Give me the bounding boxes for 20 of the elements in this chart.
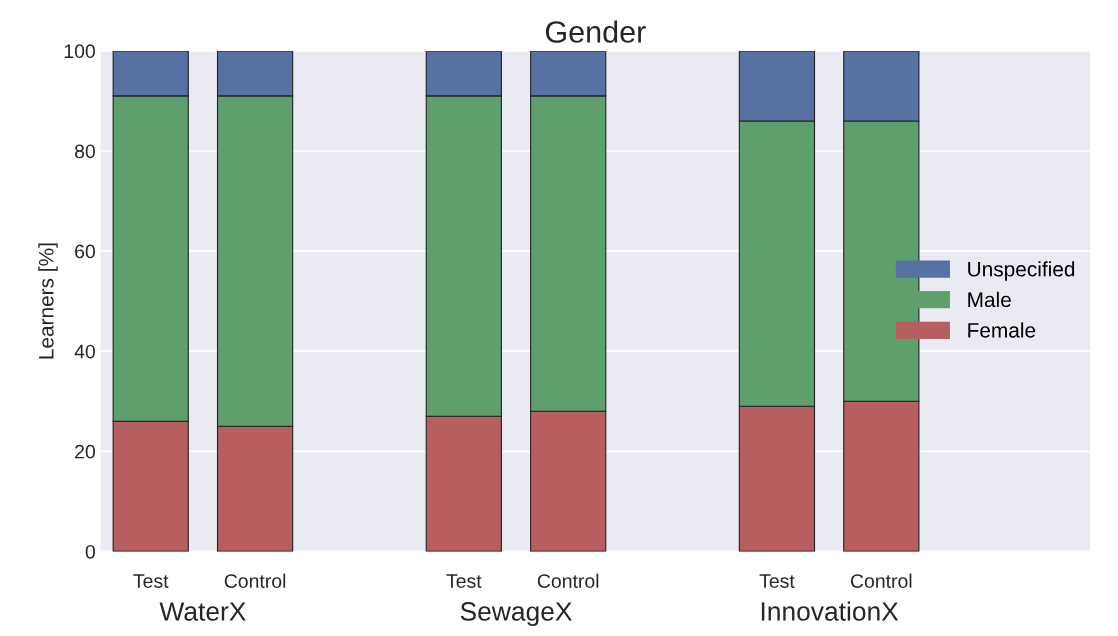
chart-title: Gender xyxy=(545,20,646,43)
y-tick-label: 80 xyxy=(74,144,95,159)
x-tick-label: Control xyxy=(850,573,912,588)
x-tick-label: Test xyxy=(446,574,482,588)
x-tick-label: Control xyxy=(537,573,599,588)
x-tick-label: Control xyxy=(224,573,286,588)
y-tick-label: 60 xyxy=(75,244,95,259)
y-tick-label: 0 xyxy=(85,544,95,559)
legend-label: Female xyxy=(968,322,1036,338)
text: InnovationX xyxy=(761,601,899,621)
y-tick-label: 100 xyxy=(64,44,95,59)
legend-label: Male xyxy=(968,291,1011,308)
y-tick-label: 20 xyxy=(75,444,95,459)
x-tick-label: Test xyxy=(133,574,169,588)
legend-label: Unspecified xyxy=(968,261,1075,281)
text: SewageX xyxy=(460,602,572,627)
y-axis-title: Learners [%] xyxy=(38,243,58,359)
text: WaterX xyxy=(159,602,246,621)
x-tick-label: Test xyxy=(759,574,795,588)
y-tick-label: 40 xyxy=(74,344,95,359)
